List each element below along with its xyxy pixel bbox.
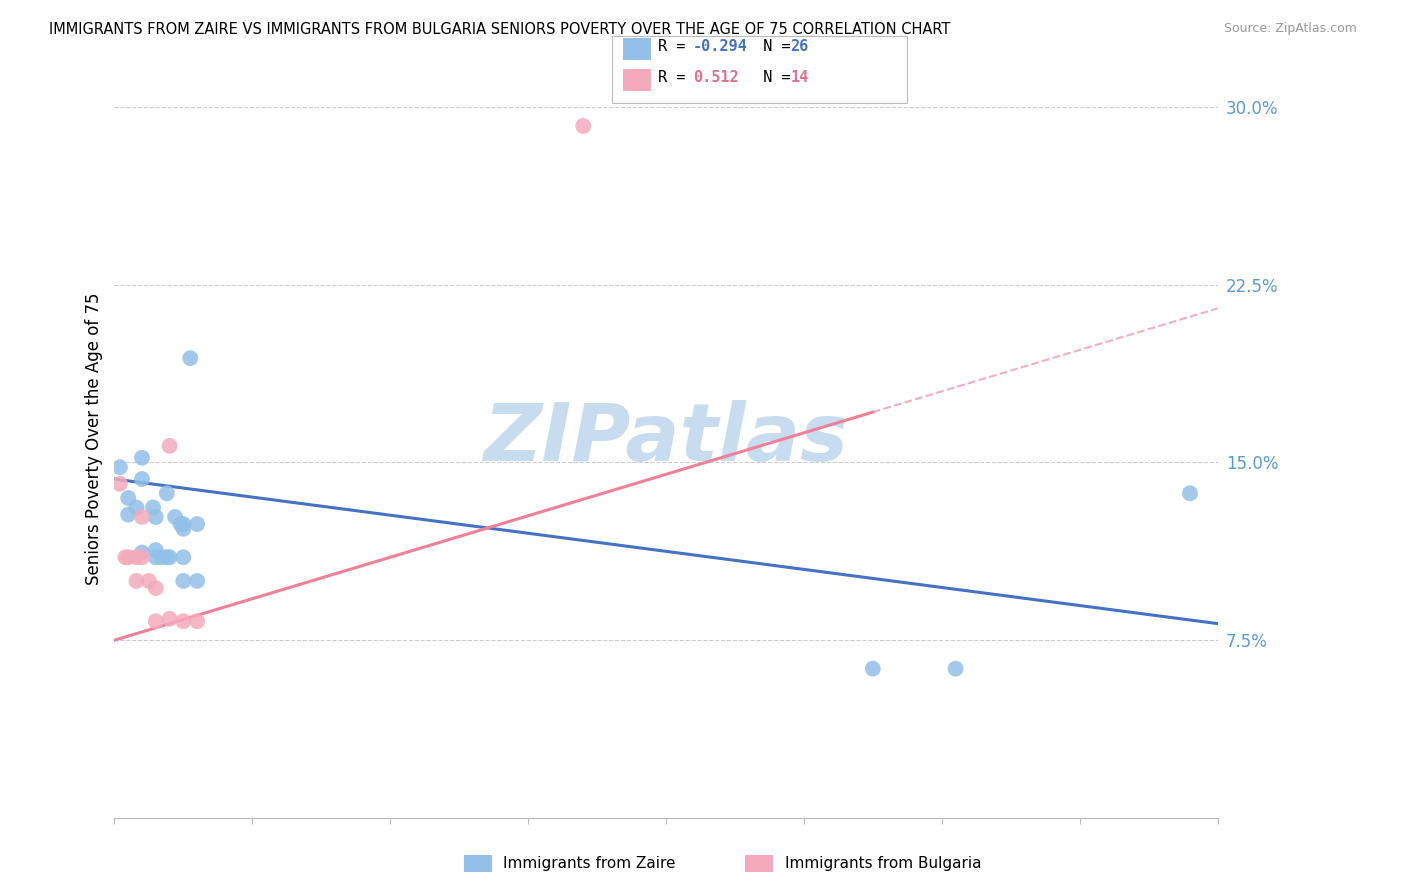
Point xyxy=(165,510,187,524)
Y-axis label: Seniors Poverty Over the Age of 75: Seniors Poverty Over the Age of 75 xyxy=(86,293,103,585)
Text: IMMIGRANTS FROM ZAIRE VS IMMIGRANTS FROM BULGARIA SENIORS POVERTY OVER THE AGE O: IMMIGRANTS FROM ZAIRE VS IMMIGRANTS FROM… xyxy=(49,22,950,37)
Text: R =: R = xyxy=(658,70,703,85)
Text: Immigrants from Zaire: Immigrants from Zaire xyxy=(503,856,676,871)
Text: N =: N = xyxy=(745,39,800,54)
Point xyxy=(1178,486,1201,500)
Point xyxy=(125,574,148,588)
Point xyxy=(145,550,167,565)
Point xyxy=(186,614,208,628)
Point xyxy=(108,476,131,491)
Text: 26: 26 xyxy=(790,39,808,54)
Point xyxy=(156,550,179,565)
Point xyxy=(117,550,139,565)
Point xyxy=(131,472,153,486)
Text: Immigrants from Bulgaria: Immigrants from Bulgaria xyxy=(785,856,981,871)
Text: 14: 14 xyxy=(790,70,808,85)
Point xyxy=(142,500,165,515)
Point xyxy=(125,500,148,515)
Point xyxy=(117,508,139,522)
Point xyxy=(159,439,181,453)
Point xyxy=(862,662,884,676)
Text: R =: R = xyxy=(658,39,695,54)
Point xyxy=(138,574,160,588)
Point xyxy=(117,491,139,505)
Text: ZIPatlas: ZIPatlas xyxy=(484,400,848,478)
Point xyxy=(145,510,167,524)
Text: 0.512: 0.512 xyxy=(693,70,738,85)
Point xyxy=(131,550,153,565)
Point xyxy=(131,510,153,524)
Point xyxy=(172,522,194,536)
Point xyxy=(131,450,153,465)
Point xyxy=(186,574,208,588)
Point xyxy=(145,581,167,595)
Point xyxy=(172,550,194,565)
Point xyxy=(572,119,595,133)
Point xyxy=(156,486,179,500)
Point xyxy=(159,550,181,565)
Text: Source: ZipAtlas.com: Source: ZipAtlas.com xyxy=(1223,22,1357,36)
Point xyxy=(172,614,194,628)
Point xyxy=(145,614,167,628)
Point xyxy=(125,550,148,565)
Point xyxy=(159,612,181,626)
Point xyxy=(179,351,201,366)
Point xyxy=(169,517,191,532)
Point xyxy=(172,517,194,532)
Text: -0.294: -0.294 xyxy=(693,39,748,54)
Point xyxy=(172,574,194,588)
Point xyxy=(186,517,208,532)
Point xyxy=(945,662,967,676)
Text: N =: N = xyxy=(745,70,800,85)
Point xyxy=(108,460,131,475)
Point xyxy=(114,550,136,565)
Point xyxy=(145,543,167,558)
Point xyxy=(150,550,173,565)
Point xyxy=(131,545,153,559)
